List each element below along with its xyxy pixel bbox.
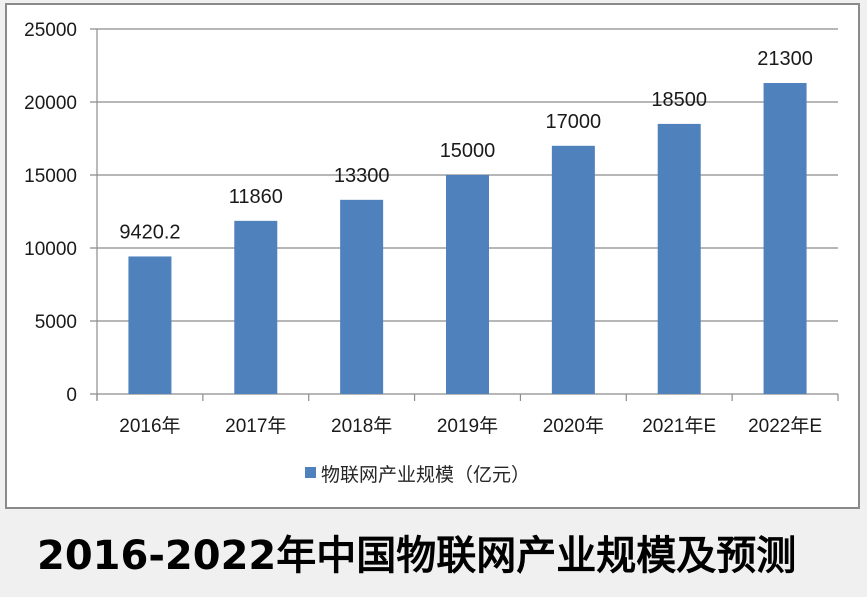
- gridlines: [90, 28, 838, 395]
- bar: [128, 256, 172, 394]
- x-tick-label: 2017年: [225, 415, 286, 437]
- data-label: 9420.2: [119, 221, 180, 243]
- data-label: 21300: [757, 48, 813, 70]
- x-tick-label: 2020年: [543, 415, 604, 437]
- y-axis-labels: 0 5000 10000 15000 20000 25000: [24, 20, 77, 406]
- y-tick-label: 10000: [24, 239, 77, 260]
- data-label: 11860: [229, 186, 283, 208]
- data-labels: 9420.2 11860 13300 15000 17000 18500 21300: [119, 48, 813, 243]
- bar: [551, 145, 595, 394]
- x-tick-label: 2021年E: [642, 415, 716, 437]
- y-tick-label: 15000: [24, 166, 77, 187]
- bar: [340, 199, 384, 394]
- data-label: 13300: [334, 165, 390, 187]
- legend: 物联网产业规模（亿元）: [305, 464, 530, 486]
- data-label: 18500: [651, 89, 707, 111]
- legend-swatch-icon: [305, 467, 316, 478]
- y-tick-label: 5000: [35, 312, 77, 333]
- legend-label: 物联网产业规模（亿元）: [321, 464, 530, 486]
- x-tick-label: 2018年: [331, 415, 392, 437]
- bar: [763, 83, 807, 395]
- bar: [446, 175, 489, 394]
- bar: [234, 220, 278, 394]
- x-tick-label: 2016年: [119, 415, 180, 437]
- x-tick-label: 2019年: [437, 415, 498, 437]
- x-axis-labels: 2016年 2017年 2018年 2019年 2020年 2021年E 2022年E: [119, 415, 822, 437]
- bars: [128, 83, 807, 395]
- data-label: 17000: [546, 111, 602, 133]
- chart-title: 2016-2022年中国物联网产业规模及预测: [37, 533, 797, 579]
- y-tick-label: 0: [66, 385, 77, 406]
- bar-chart: 0 5000 10000 15000 20000 25000 2016年 2017年 2018…: [24, 20, 839, 486]
- data-label: 15000: [440, 140, 496, 162]
- bar: [657, 123, 701, 395]
- axes: [96, 29, 839, 401]
- chart-frame: [5, 3, 860, 509]
- x-tick-label: 2022年E: [748, 415, 822, 437]
- y-tick-label: 25000: [24, 20, 77, 41]
- y-tick-label: 20000: [24, 93, 77, 114]
